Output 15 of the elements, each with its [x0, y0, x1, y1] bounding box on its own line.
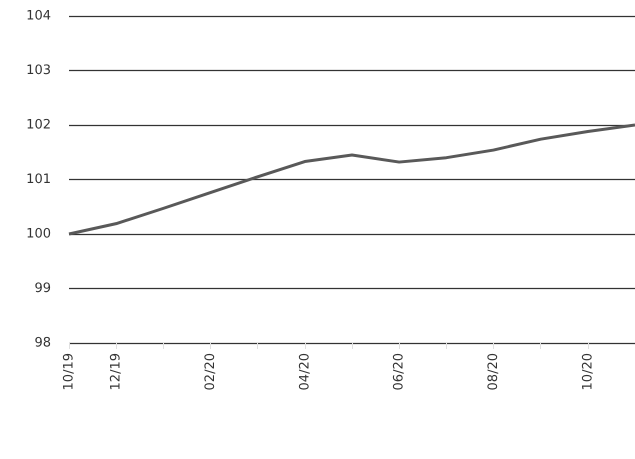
x-tick-label: 02/20	[203, 353, 218, 390]
x-tick-label: 08/20	[486, 353, 501, 390]
x-tick-label: 06/20	[392, 353, 407, 390]
x-tick-label: 10/19	[62, 353, 76, 390]
line-series	[68, 124, 635, 236]
x-tick-label: 10/20	[580, 353, 596, 390]
x-tick-label: 04/20	[297, 353, 312, 390]
y-tick-label: 99	[34, 281, 51, 296]
y-tick-label: 103	[26, 63, 51, 78]
y-tick-label: 102	[26, 118, 51, 132]
y-tick-label: 101	[26, 172, 51, 187]
y-tick-label: 100	[26, 226, 51, 242]
x-tick-label: 12/19	[108, 353, 124, 390]
y-tick-label: 98	[34, 336, 51, 350]
y-tick-label: 104	[26, 8, 51, 24]
